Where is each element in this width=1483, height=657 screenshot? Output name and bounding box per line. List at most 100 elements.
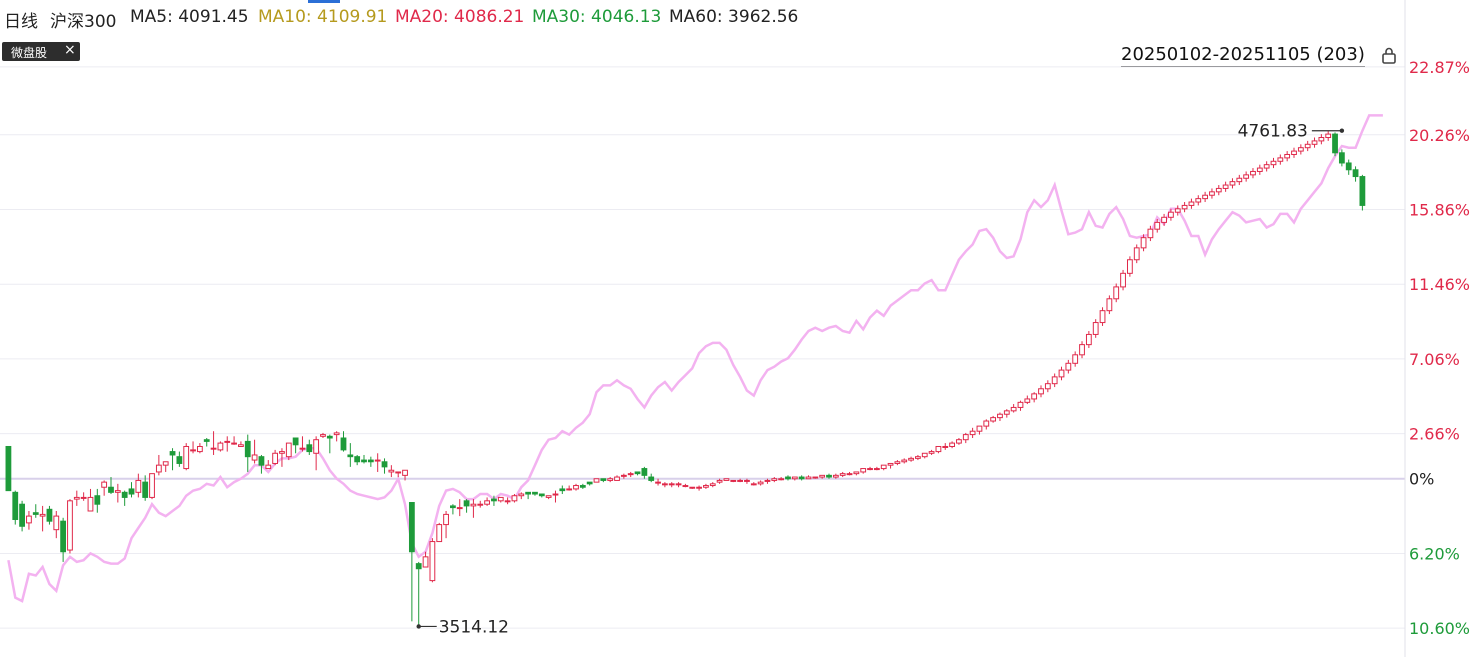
candle-body — [1243, 174, 1250, 179]
candle-body — [135, 479, 142, 493]
candle-body — [94, 495, 101, 505]
tag-chip[interactable]: 微盘股 × — [2, 42, 80, 61]
candle-body — [545, 495, 552, 498]
candle-body — [997, 413, 1003, 419]
candle-body — [566, 488, 573, 491]
candle — [135, 473, 142, 498]
candle — [238, 441, 244, 447]
candle-body — [525, 491, 532, 495]
candle-body — [80, 496, 87, 499]
candle-body — [853, 471, 860, 475]
candle-body — [962, 434, 969, 441]
candle-body — [203, 439, 210, 442]
candle — [778, 477, 785, 481]
ma20-value: MA20: 4086.21 — [395, 7, 525, 27]
candle-body — [108, 486, 114, 493]
candle-body — [1277, 157, 1284, 162]
candle-body — [839, 473, 846, 476]
candle — [627, 471, 634, 478]
candle — [641, 466, 648, 479]
candle — [231, 436, 237, 445]
candle-body — [32, 512, 39, 515]
candle — [1051, 373, 1058, 388]
candle-body — [614, 476, 620, 481]
candle-body — [757, 481, 764, 485]
candle-body — [101, 481, 108, 488]
close-icon[interactable]: × — [64, 42, 76, 58]
candle — [347, 443, 354, 467]
candle — [285, 442, 292, 461]
candle-body — [53, 515, 60, 531]
candle-body — [1352, 169, 1359, 178]
candle — [675, 482, 682, 488]
candle-body — [921, 452, 928, 458]
candle — [538, 493, 545, 498]
candle-body — [1332, 133, 1338, 154]
candle-body — [436, 524, 443, 543]
candle-body — [67, 500, 73, 551]
candle-body — [1072, 354, 1079, 364]
candle-body — [1044, 383, 1051, 390]
candle — [620, 473, 627, 479]
candle-body — [696, 486, 702, 489]
candle — [1209, 188, 1215, 199]
lock-icon[interactable] — [1381, 46, 1397, 68]
candle-body — [880, 464, 887, 470]
candle — [210, 431, 217, 455]
candle — [894, 460, 901, 466]
candle — [908, 456, 914, 462]
candle — [470, 499, 477, 518]
candle — [169, 448, 176, 471]
candle — [1154, 219, 1161, 233]
candle — [1174, 205, 1181, 216]
candle-body — [668, 483, 675, 486]
candle — [1215, 185, 1222, 196]
candle — [32, 504, 39, 518]
candle-body — [935, 445, 942, 453]
candle-body — [532, 491, 538, 495]
candle — [689, 486, 696, 489]
candle — [1120, 269, 1126, 291]
candle — [1188, 198, 1195, 209]
candle — [545, 495, 552, 500]
candle — [1024, 395, 1031, 405]
candle-body — [586, 481, 593, 485]
candle — [976, 425, 983, 435]
candle — [463, 499, 470, 513]
candle — [203, 438, 210, 447]
y-axis-label: 6.20% — [1409, 544, 1460, 563]
candle — [1010, 404, 1017, 413]
candle — [429, 538, 436, 583]
candle-body — [1195, 198, 1202, 203]
candle — [67, 499, 73, 554]
candle-body — [477, 503, 484, 506]
candle — [703, 483, 709, 489]
candle — [46, 505, 53, 525]
candle — [853, 471, 860, 476]
candle-body — [750, 483, 757, 486]
candle — [491, 495, 497, 506]
candle-body — [183, 445, 190, 470]
candle — [573, 483, 579, 491]
candle — [532, 491, 538, 496]
candle-body — [176, 456, 183, 464]
period-label[interactable]: 日线 — [4, 12, 38, 32]
candle — [956, 438, 962, 445]
candle-body — [559, 488, 566, 492]
candle — [183, 443, 190, 471]
candle — [785, 475, 791, 481]
candle — [832, 473, 839, 479]
candle — [477, 500, 484, 508]
candle — [901, 458, 908, 464]
candle-body — [238, 444, 244, 447]
candle-body — [634, 471, 641, 475]
candle-body — [942, 445, 949, 448]
candle-body — [1188, 201, 1195, 206]
candle-body — [1236, 177, 1243, 183]
candle-body — [860, 468, 867, 473]
candle-body — [1250, 170, 1256, 176]
ma60-value: MA60: 3962.56 — [669, 7, 799, 27]
candle — [361, 454, 367, 464]
candle-body — [429, 541, 436, 582]
